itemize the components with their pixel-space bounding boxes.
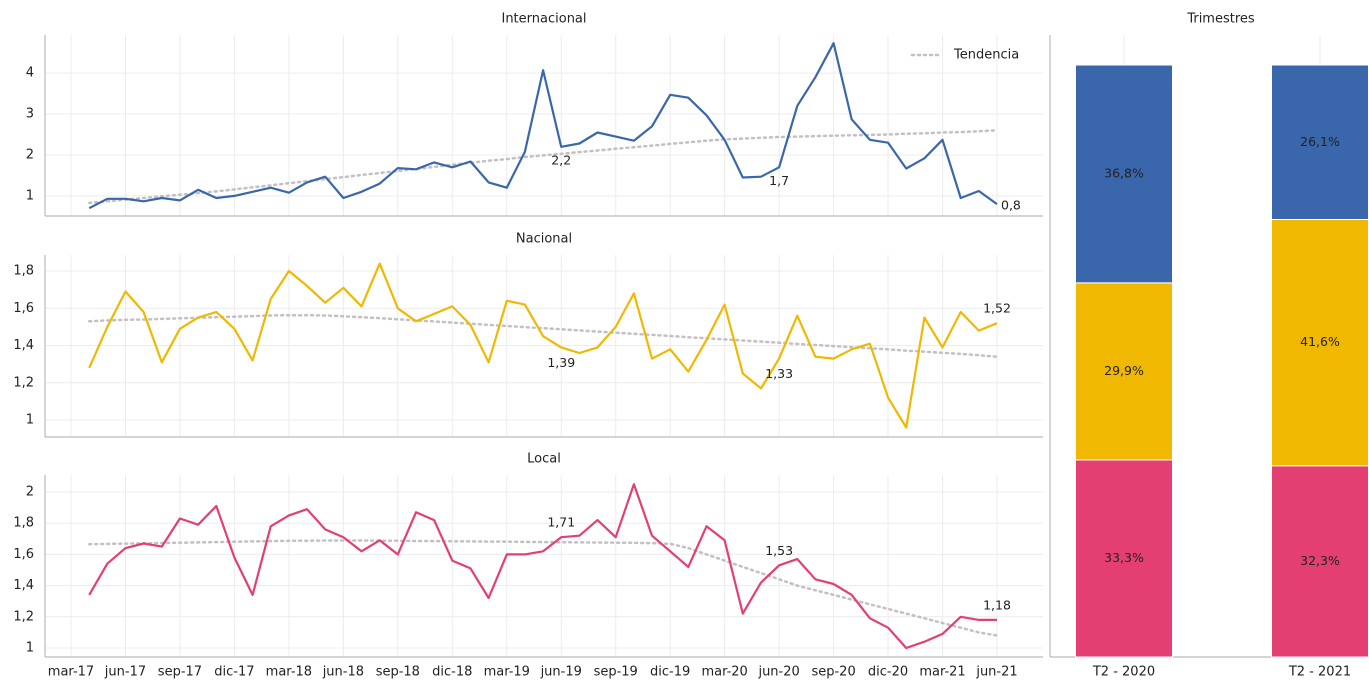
x-tick-label: T2 - 2021 (1288, 665, 1351, 680)
x-tick-label: mar-21 (919, 665, 965, 680)
data-label: 1,18 (983, 597, 1011, 612)
trend-line (87, 539, 999, 637)
x-tick-label: mar-19 (484, 665, 530, 680)
chart-title: Nacional (516, 232, 572, 247)
data-label: 29,9% (1104, 363, 1144, 378)
data-label: 1,7 (769, 173, 789, 188)
chart-title: Trimestres (1186, 12, 1255, 27)
data-label: 26,1% (1300, 134, 1340, 149)
data-label: 1,52 (983, 301, 1011, 316)
x-tick-label: sep-20 (811, 665, 855, 680)
data-label: 33,3% (1104, 550, 1144, 565)
x-tick-label: dic-18 (432, 665, 472, 680)
data-label: 36,8% (1104, 165, 1144, 180)
x-tick-label: jun-19 (540, 665, 582, 680)
data-line (88, 262, 998, 429)
y-tick-label: 1 (26, 188, 34, 203)
data-label: 0,8 (1001, 198, 1021, 213)
y-tick-label: 1,8 (13, 516, 34, 531)
y-tick-label: 2 (26, 484, 34, 499)
data-label: 2,2 (551, 152, 571, 167)
data-label: 1,53 (765, 543, 793, 558)
y-tick-label: 1,2 (13, 609, 34, 624)
x-tick-label: sep-17 (158, 665, 202, 680)
bar-segment (1271, 64, 1369, 221)
x-tick-label: jun-21 (975, 665, 1017, 680)
data-label: 32,3% (1300, 553, 1340, 568)
x-tick-label: dic-19 (650, 665, 690, 680)
y-tick-label: 1,8 (13, 264, 34, 279)
y-tick-label: 1 (26, 640, 34, 655)
y-tick-label: 3 (26, 107, 34, 122)
x-tick-label: mar-17 (48, 665, 94, 680)
bar-segment (1075, 459, 1173, 658)
x-tick-label: mar-18 (266, 665, 312, 680)
data-line (88, 42, 998, 210)
y-tick-label: 1,6 (13, 547, 34, 562)
y-tick-label: 1,6 (13, 301, 34, 316)
data-label: 1,71 (547, 515, 575, 530)
y-tick-label: 1,2 (13, 375, 34, 390)
bar-segment (1075, 282, 1173, 461)
data-label: 1,33 (765, 366, 793, 381)
y-tick-label: 4 (26, 66, 34, 81)
data-line (88, 483, 997, 650)
x-tick-label: sep-18 (376, 665, 420, 680)
bar-segment (1075, 64, 1173, 284)
x-tick-label: T2 - 2020 (1092, 665, 1155, 680)
chart-title: Internacional (501, 12, 586, 27)
x-tick-label: dic-20 (868, 665, 908, 680)
x-tick-label: jun-20 (757, 665, 799, 680)
trend-line (87, 129, 999, 205)
x-tick-label: mar-20 (701, 665, 747, 680)
data-label: 41,6% (1300, 334, 1340, 349)
y-tick-label: 1,4 (13, 578, 34, 593)
x-tick-label: jun-18 (322, 665, 364, 680)
data-label: 1,39 (547, 355, 575, 370)
y-tick-label: 2 (26, 147, 34, 162)
chart-title: Local (527, 452, 561, 467)
x-tick-label: jun-17 (104, 665, 146, 680)
trend-line (87, 313, 999, 358)
x-tick-label: dic-17 (214, 665, 254, 680)
y-tick-label: 1 (26, 413, 34, 428)
x-tick-label: sep-19 (594, 665, 638, 680)
bar-segment (1271, 465, 1369, 658)
y-tick-label: 1,4 (13, 338, 34, 353)
legend-label: Tendencia (953, 48, 1019, 63)
